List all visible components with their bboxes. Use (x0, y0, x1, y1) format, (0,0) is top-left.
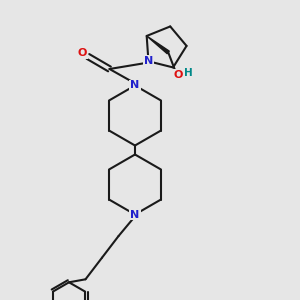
Text: H: H (184, 68, 193, 79)
Text: N: N (144, 56, 153, 66)
Text: O: O (173, 70, 183, 80)
Polygon shape (147, 36, 169, 54)
Text: O: O (78, 48, 87, 59)
Text: N: N (130, 80, 140, 91)
Text: N: N (130, 209, 140, 220)
